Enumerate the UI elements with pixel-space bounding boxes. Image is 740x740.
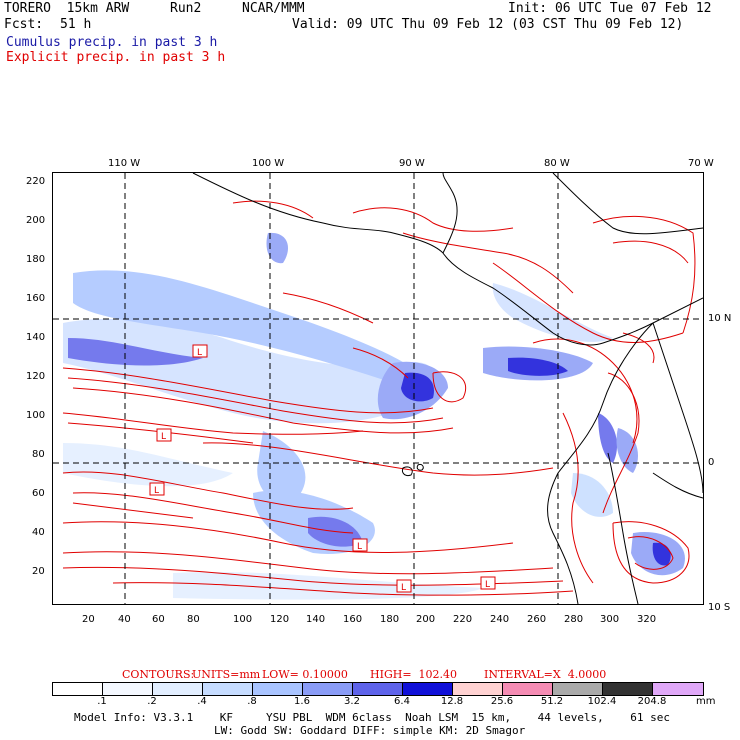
colorbar-swatch: [453, 683, 503, 695]
precipitation-map: L L L L L L: [52, 172, 704, 605]
colorbar-swatch: [553, 683, 603, 695]
y-tick: 80: [32, 449, 45, 460]
contours-low: LOW= 0.10000: [262, 668, 348, 681]
y-tick: 200: [26, 215, 46, 226]
x-tick: 280: [564, 614, 584, 625]
colorbar: [52, 682, 704, 696]
x-tick: 260: [527, 614, 547, 625]
low-marker-label: L: [154, 486, 159, 496]
colorbar-swatch: [153, 683, 203, 695]
contours-interval: INTERVAL=X 4.0000: [484, 668, 607, 681]
lon-label-90w: 90 W: [399, 158, 425, 169]
explicit-precip-legend: Explicit precip. in past 3 h: [6, 50, 226, 65]
colorbar-label: .1: [97, 696, 107, 707]
y-tick: 20: [32, 566, 45, 577]
contours-label: CONTOURS:: [122, 668, 195, 681]
init-time: Init: 06 UTC Tue 07 Feb 12: [508, 1, 712, 16]
low-marker-label: L: [197, 348, 202, 358]
colorbar-label: 25.6: [490, 696, 514, 707]
x-tick: 200: [416, 614, 436, 625]
colorbar-swatch: [253, 683, 303, 695]
y-tick: 120: [26, 371, 46, 382]
lat-label-0: 0: [708, 457, 715, 468]
forecast-label: Fcst:: [4, 17, 44, 32]
x-tick: 240: [490, 614, 510, 625]
colorbar-swatch: [653, 683, 703, 695]
model-title: TORERO 15km ARW: [4, 1, 130, 16]
y-tick: 140: [26, 332, 46, 343]
colorbar-swatch: [203, 683, 253, 695]
map-canvas: L L L L L L: [53, 173, 703, 604]
explicit-precip-contours: [62, 200, 696, 596]
colorbar-swatch: [603, 683, 653, 695]
model-info: Model Info: V3.3.1 KF YSU PBL WDM 6class…: [74, 711, 671, 724]
x-tick: 120: [270, 614, 290, 625]
contours-high: HIGH= 102.40: [370, 668, 458, 681]
low-marker-label: L: [161, 432, 166, 442]
contours-units: UNITS=mm: [192, 668, 261, 681]
x-tick: 20: [82, 614, 95, 625]
colorbar-label: 1.6: [294, 696, 310, 707]
colorbar-swatch: [353, 683, 403, 695]
colorbar-label: .8: [247, 696, 257, 707]
y-tick: 100: [26, 410, 46, 421]
colorbar-swatch: [53, 683, 103, 695]
colorbar-label: 102.4: [587, 696, 617, 707]
x-tick: 100: [233, 614, 253, 625]
lon-label-70w: 70 W: [688, 158, 714, 169]
coastlines: [192, 173, 703, 604]
cumulus-precip-legend: Cumulus precip. in past 3 h: [6, 35, 218, 50]
lat-label-10s: 10 S: [708, 602, 731, 613]
colorbar-label: 51.2: [540, 696, 564, 707]
low-pressure-markers: [149, 344, 496, 593]
lat-label-10n: 10 N: [708, 313, 732, 324]
colorbar-label: 204.8: [637, 696, 667, 707]
colorbar-label: .4: [197, 696, 207, 707]
x-tick: 180: [380, 614, 400, 625]
lon-label-80w: 80 W: [544, 158, 570, 169]
x-tick: 300: [600, 614, 620, 625]
y-tick: 180: [26, 254, 46, 265]
y-tick: 60: [32, 488, 45, 499]
lon-label-110w: 110 W: [108, 158, 141, 169]
x-tick: 160: [343, 614, 363, 625]
low-marker-label: L: [357, 542, 362, 552]
lon-label-100w: 100 W: [252, 158, 285, 169]
colorbar-label: 6.4: [394, 696, 410, 707]
org-label: NCAR/MMM: [242, 1, 305, 16]
colorbar-label: 3.2: [344, 696, 360, 707]
valid-time: Valid: 09 UTC Thu 09 Feb 12 (03 CST Thu …: [292, 17, 684, 32]
cumulus-precip-shading: [63, 232, 685, 600]
x-tick: 140: [306, 614, 326, 625]
x-tick: 320: [637, 614, 657, 625]
y-tick: 40: [32, 527, 45, 538]
low-marker-label: L: [485, 580, 490, 590]
low-marker-label: L: [401, 583, 406, 593]
colorbar-swatch: [103, 683, 153, 695]
run-label: Run2: [170, 1, 202, 16]
colorbar-label: .2: [147, 696, 157, 707]
colorbar-unit: mm: [696, 696, 716, 707]
colorbar-swatch: [503, 683, 553, 695]
x-tick: 80: [187, 614, 200, 625]
lat-lon-grid: [53, 173, 703, 604]
forecast-hour: 51 h: [60, 17, 92, 32]
colorbar-swatch: [303, 683, 353, 695]
x-tick: 60: [152, 614, 165, 625]
y-tick: 220: [26, 176, 46, 187]
colorbar-swatch: [403, 683, 453, 695]
x-tick: 220: [453, 614, 473, 625]
colorbar-label: 12.8: [440, 696, 464, 707]
physics-info: LW: Godd SW: Goddard DIFF: simple KM: 2D…: [214, 724, 526, 737]
y-tick: 160: [26, 293, 46, 304]
x-tick: 40: [118, 614, 131, 625]
